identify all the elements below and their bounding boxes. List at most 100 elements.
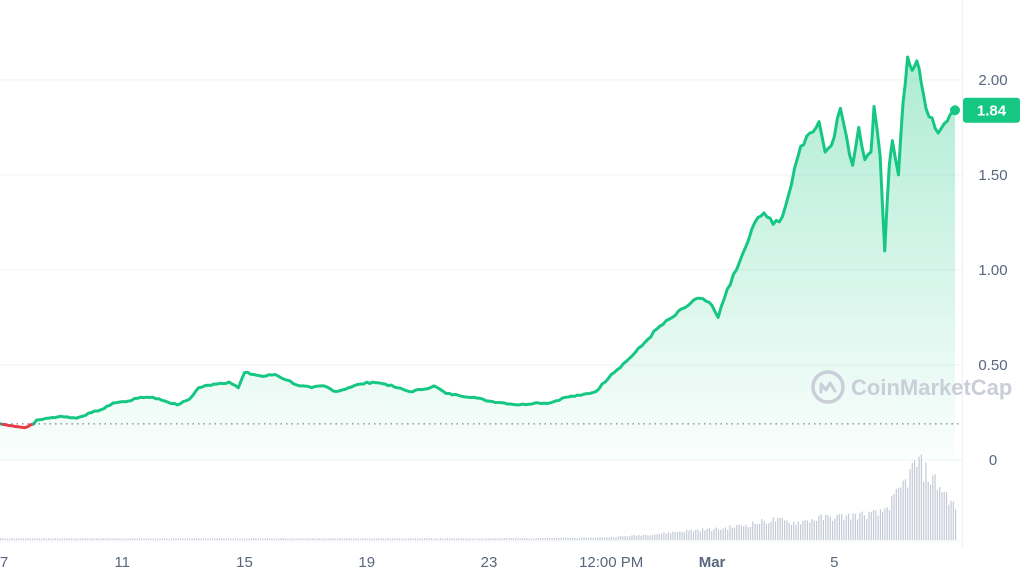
volume-bar bbox=[918, 456, 920, 540]
volume-bar bbox=[683, 532, 685, 540]
volume-bar bbox=[143, 538, 145, 540]
x-tick-label: 5 bbox=[830, 554, 838, 571]
volume-bar bbox=[296, 538, 298, 540]
volume-bar bbox=[777, 517, 779, 540]
volume-bar bbox=[861, 511, 863, 540]
volume-bar bbox=[444, 538, 446, 540]
volume-bar bbox=[665, 533, 667, 540]
volume-bar bbox=[225, 538, 227, 540]
volume-bar bbox=[0, 538, 2, 540]
volume-bar bbox=[790, 525, 793, 540]
volume-bar bbox=[955, 509, 957, 540]
volume-bar bbox=[505, 538, 508, 540]
volume-bar bbox=[535, 538, 537, 540]
volume-bar bbox=[841, 513, 843, 540]
volume-bar bbox=[230, 538, 232, 540]
volume-bar bbox=[426, 538, 428, 540]
y-tick-label: 1.00 bbox=[978, 262, 1007, 279]
volume-bar bbox=[389, 538, 391, 540]
volume-bar bbox=[795, 524, 797, 540]
volume-bar bbox=[72, 538, 75, 540]
volume-bar bbox=[6, 538, 9, 540]
volume-bar bbox=[747, 526, 749, 540]
volume-bar bbox=[774, 521, 777, 540]
volume-bar bbox=[813, 520, 815, 540]
volume-bar bbox=[351, 538, 353, 540]
volume-bar bbox=[663, 532, 665, 540]
volume-bar bbox=[50, 538, 52, 540]
volume-bar bbox=[371, 538, 373, 540]
volume-bar bbox=[173, 538, 175, 540]
price-line-group bbox=[0, 55, 960, 430]
volume-bar bbox=[282, 538, 284, 540]
volume-bar bbox=[474, 538, 476, 540]
volume-bar bbox=[86, 538, 88, 540]
volume-bar bbox=[754, 523, 756, 540]
volume-bar bbox=[202, 538, 205, 540]
volume-bar bbox=[198, 538, 200, 540]
volume-bar bbox=[328, 538, 330, 540]
x-tick-label: 19 bbox=[358, 554, 375, 571]
volume-bar bbox=[743, 526, 745, 540]
volume-bar bbox=[872, 510, 875, 540]
volume-bar bbox=[248, 538, 250, 540]
volume-bar bbox=[205, 538, 207, 540]
volume-bar bbox=[113, 538, 116, 540]
volume-bar bbox=[927, 481, 929, 540]
volume-bar bbox=[298, 538, 300, 540]
volume-bar bbox=[364, 538, 366, 540]
volume-bar bbox=[227, 538, 230, 540]
volume-bar bbox=[332, 538, 334, 540]
volume-bar bbox=[107, 538, 109, 540]
volume-bar bbox=[193, 538, 195, 540]
volume-bar bbox=[319, 538, 321, 540]
volume-bar bbox=[9, 538, 11, 540]
volume-bar bbox=[676, 532, 679, 540]
volume-bar bbox=[818, 515, 820, 540]
volume-bar bbox=[339, 538, 341, 540]
volume-bar bbox=[820, 514, 822, 540]
volume-bar bbox=[802, 520, 804, 540]
volume-bar bbox=[581, 537, 583, 540]
volume-bar bbox=[435, 538, 437, 540]
volume-bar bbox=[526, 538, 528, 540]
volume-bar bbox=[330, 538, 332, 540]
volume-bar bbox=[353, 538, 355, 540]
volume-bar bbox=[460, 538, 462, 540]
volume-bar bbox=[681, 531, 683, 540]
volume-bar bbox=[512, 538, 515, 540]
volume-bar bbox=[362, 538, 364, 540]
volume-bar bbox=[674, 532, 676, 540]
volume-bar bbox=[467, 538, 469, 540]
volume-bar bbox=[793, 521, 795, 540]
volume-bar bbox=[815, 520, 818, 540]
volume-bar bbox=[576, 538, 578, 540]
volume-bar bbox=[273, 538, 275, 540]
volume-bar bbox=[410, 538, 412, 540]
volume-bar bbox=[366, 538, 369, 540]
y-tick-label: 0 bbox=[989, 452, 997, 469]
volume-bar bbox=[300, 538, 303, 540]
volume-bar bbox=[321, 538, 323, 540]
volume-bar bbox=[294, 538, 296, 540]
volume-bar bbox=[631, 535, 633, 540]
volume-bar bbox=[758, 523, 761, 540]
volume-bar bbox=[882, 511, 884, 540]
volume-bar bbox=[834, 518, 836, 540]
volume-bar bbox=[200, 538, 202, 540]
y-tick-label: 1.50 bbox=[978, 167, 1007, 184]
volume-bar bbox=[405, 538, 407, 540]
volume-bar bbox=[806, 520, 809, 540]
volume-bar bbox=[768, 523, 770, 540]
volume-bar bbox=[485, 538, 487, 540]
volume-bar bbox=[658, 533, 660, 540]
volume-bar bbox=[275, 538, 277, 540]
volume-bar bbox=[154, 538, 157, 540]
volume-bar bbox=[895, 488, 897, 540]
volume-bar bbox=[635, 535, 638, 540]
volume-bar bbox=[433, 538, 435, 540]
volume-bar bbox=[380, 538, 382, 540]
volume-bar bbox=[243, 538, 246, 540]
volume-bar bbox=[606, 537, 608, 540]
